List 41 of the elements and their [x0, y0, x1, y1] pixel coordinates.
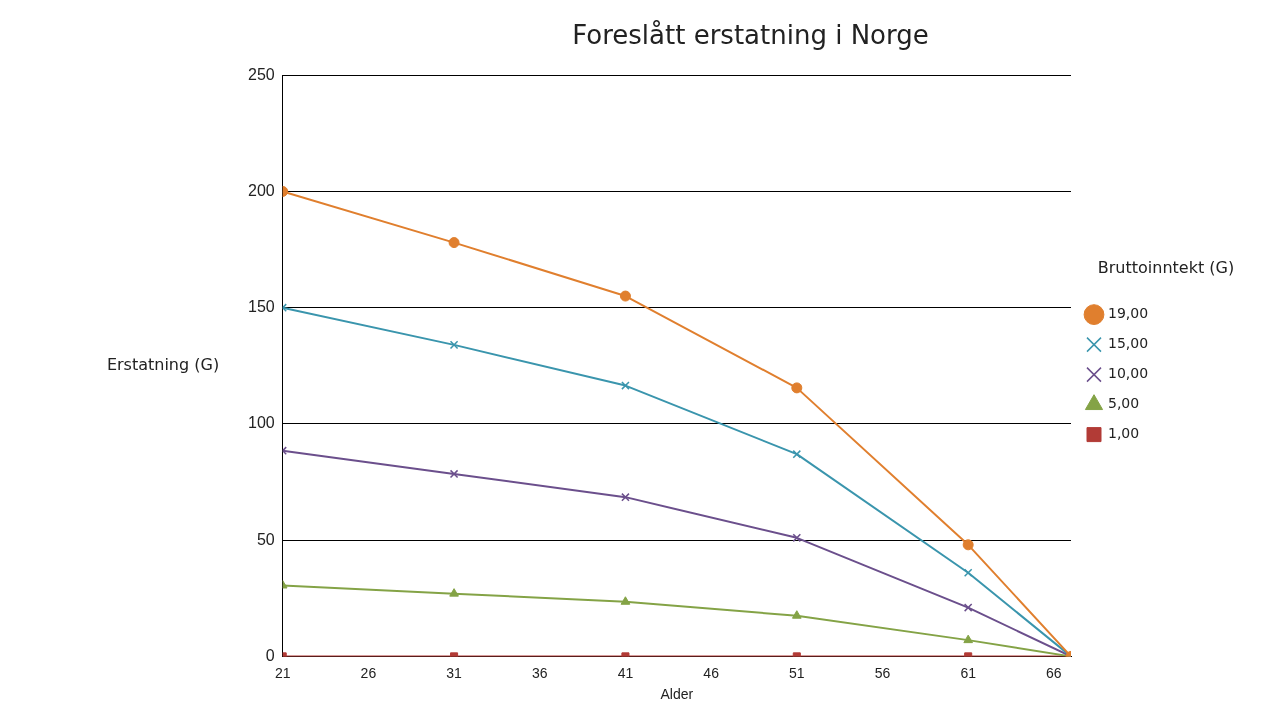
x-tick-label: 61 — [960, 664, 977, 681]
point — [791, 382, 803, 394]
x-tick-label: 46 — [703, 664, 720, 681]
x-tick-label: 51 — [789, 664, 805, 681]
legend-label: 15,00 — [1108, 335, 1149, 352]
y-tick-label: 200 — [247, 181, 275, 199]
point — [962, 539, 974, 551]
y-tick-label: 150 — [247, 298, 275, 316]
point — [620, 596, 631, 605]
legend-title: Bruttoinntekt (G) — [1097, 257, 1235, 277]
y-tick-label: 0 — [265, 646, 275, 664]
point — [963, 568, 973, 577]
point — [621, 492, 630, 502]
y-axis-title: Erstatning (G) — [106, 354, 220, 374]
x-tick-label: 56 — [874, 664, 891, 681]
x-tick-label: 21 — [274, 664, 291, 681]
point — [448, 237, 460, 249]
point — [791, 610, 802, 619]
x-tick-label: 36 — [531, 664, 548, 681]
x-tick-label: 31 — [446, 664, 463, 681]
point — [619, 290, 631, 302]
point — [449, 340, 459, 350]
y-tick-label: 250 — [247, 65, 275, 83]
x-axis-title: Alder — [660, 686, 694, 703]
x-tick-label: 66 — [1046, 664, 1062, 681]
point — [449, 469, 459, 479]
legend-label: 19,00 — [1108, 305, 1149, 322]
y-tick-label: 100 — [247, 414, 275, 432]
x-tick-label: 26 — [360, 664, 377, 681]
x-tick-label: 41 — [617, 664, 634, 681]
legend-label: 10,00 — [1108, 365, 1149, 382]
legend-label: 5,00 — [1108, 395, 1140, 412]
point — [963, 634, 974, 644]
point — [621, 381, 630, 390]
y-tick-label: 50 — [256, 530, 275, 548]
chart-title: Foreslått erstatning i Norge — [572, 20, 929, 51]
point — [449, 588, 459, 597]
point — [792, 449, 802, 459]
point — [963, 603, 973, 612]
legend-label: 1,00 — [1108, 425, 1140, 442]
point — [792, 533, 802, 543]
